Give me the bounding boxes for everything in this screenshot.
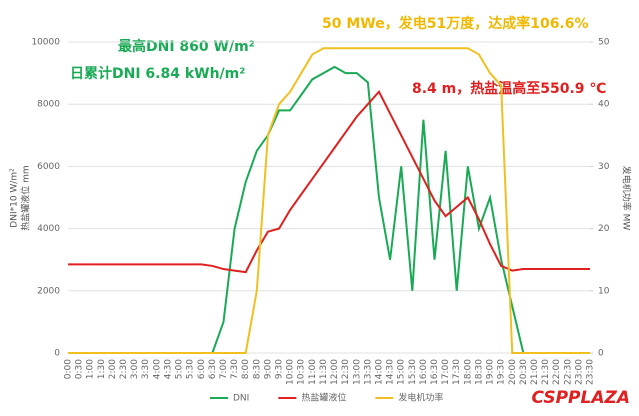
y-tick-label: 4000 <box>37 224 60 234</box>
x-tick-label: 16:30 <box>430 359 440 385</box>
x-tick-label: 1:30 <box>97 359 107 379</box>
x-tick-label: 19:30 <box>497 359 507 385</box>
y-axis-label: DNI*10 W/m² <box>10 168 20 228</box>
y-tick-label: 8000 <box>37 100 60 110</box>
y2-tick-label: 30 <box>598 162 610 172</box>
x-tick-label: 3:00 <box>130 359 140 379</box>
x-tick-label: 18:00 <box>463 359 473 385</box>
x-tick-label: 15:30 <box>408 359 418 385</box>
y-axis-label: 热盐罐液位 mm <box>20 165 32 230</box>
series-line <box>68 90 590 274</box>
x-tick-label: 1:00 <box>86 359 96 379</box>
y2-tick-label: 20 <box>598 224 610 234</box>
y-tick-label: 6000 <box>37 162 60 172</box>
y2-tick-label: 50 <box>598 38 610 48</box>
x-tick-label: 3:30 <box>141 359 151 379</box>
x-tick-label: 23:00 <box>574 359 584 385</box>
x-tick-label: 4:30 <box>163 359 173 379</box>
annotation: 最高DNI 860 W/m² <box>118 38 255 55</box>
x-tick-label: 18:30 <box>474 359 484 385</box>
y2-tick-label: 40 <box>598 100 610 110</box>
x-tick-label: 17:30 <box>452 359 462 385</box>
annotation: 日累计DNI 6.84 kWh/m² <box>70 65 245 82</box>
x-tick-label: 6:30 <box>208 359 218 379</box>
x-tick-label: 20:00 <box>508 359 518 385</box>
series-line <box>68 65 590 354</box>
x-tick-label: 16:00 <box>419 359 429 385</box>
x-tick-label: 21:30 <box>541 359 551 385</box>
y-tick-label: 10000 <box>31 38 60 48</box>
x-tick-label: 22:00 <box>552 359 562 385</box>
x-tick-label: 8:30 <box>252 359 262 379</box>
legend-label: DNI <box>233 394 249 404</box>
x-tick-label: 7:00 <box>219 359 229 379</box>
x-tick-label: 2:00 <box>108 359 118 379</box>
x-tick-label: 13:00 <box>352 359 362 385</box>
y2-tick-label: 0 <box>598 349 604 359</box>
series-line <box>68 47 590 354</box>
x-tick-label: 11:30 <box>319 359 329 385</box>
y2-tick-label: 10 <box>598 286 610 296</box>
x-tick-label: 10:00 <box>286 359 296 385</box>
x-tick-label: 23:30 <box>586 359 596 385</box>
x-tick-label: 0:30 <box>75 359 85 379</box>
x-tick-label: 12:30 <box>341 359 351 385</box>
x-tick-label: 14:00 <box>374 359 384 385</box>
x-tick-label: 20:30 <box>519 359 529 385</box>
x-tick-label: 9:30 <box>275 359 285 379</box>
annotation: 50 MWe，发电51万度，达成率106.6% <box>322 15 589 32</box>
x-tick-label: 10:30 <box>297 359 307 385</box>
y-tick-label: 0 <box>54 349 60 359</box>
x-tick-label: 2:30 <box>119 359 129 379</box>
x-tick-label: 0:00 <box>64 359 74 379</box>
x-tick-label: 5:30 <box>186 359 196 379</box>
x-tick-label: 21:00 <box>530 359 540 385</box>
legend-label: 发电机功率 <box>398 392 443 404</box>
x-tick-label: 7:30 <box>230 359 240 379</box>
legend-label: 热盐罐液位 <box>301 392 346 404</box>
x-tick-label: 17:00 <box>441 359 451 385</box>
x-tick-label: 13:30 <box>363 359 373 385</box>
x-tick-label: 12:00 <box>330 359 340 385</box>
x-tick-label: 15:00 <box>397 359 407 385</box>
logo: CSPPLAZA <box>531 388 630 408</box>
x-tick-label: 14:30 <box>386 359 396 385</box>
x-tick-label: 5:00 <box>175 359 185 379</box>
x-tick-label: 9:00 <box>263 359 273 379</box>
y-tick-label: 2000 <box>37 286 60 296</box>
x-tick-label: 4:00 <box>152 359 162 379</box>
x-tick-label: 22:30 <box>563 359 573 385</box>
x-tick-label: 11:00 <box>308 359 318 385</box>
x-tick-label: 19:00 <box>486 359 496 385</box>
x-tick-label: 6:00 <box>197 359 207 379</box>
x-tick-label: 8:00 <box>241 359 251 379</box>
annotation: 8.4 m，热盐温高至550.9 ℃ <box>412 80 606 97</box>
y2-axis-label: 发电机功率 MW <box>621 166 633 231</box>
